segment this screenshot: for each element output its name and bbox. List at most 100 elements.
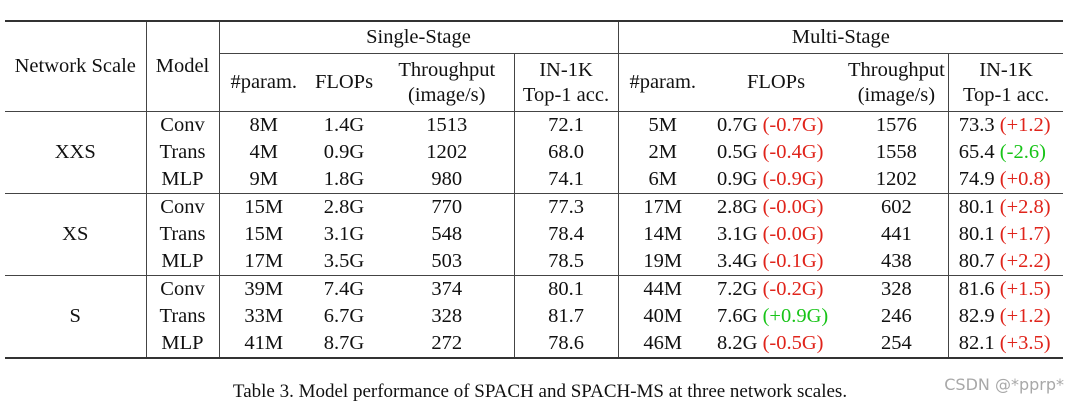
multi-flops-delta: (-0.0G) (762, 223, 824, 246)
multi-acc-delta: (+1.2) (999, 305, 1051, 328)
single-acc-cell: 68.0 (513, 139, 618, 166)
multi-acc-delta: (+0.8) (999, 168, 1051, 191)
multi-flops-cell: 3.4G (-0.1G) (707, 248, 845, 276)
multi-acc-value: 80.7 (958, 250, 995, 273)
single-acc-cell: 74.1 (513, 166, 618, 194)
single-acc-header-line1: IN-1K (539, 58, 593, 81)
multi-acc-delta: (+2.2) (999, 250, 1051, 273)
single-param-cell: 17M (218, 248, 308, 276)
multi-flops-delta: (-0.2G) (762, 278, 824, 301)
single-param-cell: 39M (218, 275, 308, 303)
multi-flops-delta: (-0.9G) (762, 168, 824, 191)
multi-throughput-cell: 438 (881, 250, 912, 273)
single-flops-cell: 1.4G (308, 111, 380, 139)
multi-flops-cell: 0.9G (-0.9G) (707, 166, 845, 194)
model-cell: Trans (145, 303, 219, 330)
single-param-cell: 8M (218, 111, 308, 139)
multi-acc-cell: 82.9 (+1.2) (947, 303, 1064, 330)
table-row: Trans 33M 6.7G 328 81.7 40M 7.6G (+0.9G) 246 82.… (5, 303, 1064, 330)
multi-throughput-cell: 1576 (845, 111, 949, 139)
multi-acc-cell: 80.1 (+2.8) (947, 193, 1064, 221)
multi-param-cell: 14M (617, 221, 707, 248)
multi-acc-value: 65.4 (958, 141, 995, 164)
table-row: XXS Conv 8M 1.4G 1513 72.1 5M 0.7G (-0.7G) 1576 7… (5, 111, 1064, 194)
multi-throughput-cell: 441 (881, 223, 912, 246)
single-stage-header: Single-Stage (218, 20, 618, 54)
single-acc-cell: 72.1 (513, 111, 618, 139)
multi-param-cell: 2M (617, 139, 707, 166)
table-row: XS Conv 15M 2.8G 770 77.3 17M 2.8G (-0.0G) 602 80… (5, 193, 1064, 276)
multi-param-cell: 17M (617, 193, 707, 221)
model-cell: MLP (145, 166, 219, 194)
multi-acc-delta: (+2.8) (999, 196, 1051, 219)
single-throughput-header-line1: Throughput (398, 58, 496, 81)
multi-param-cell: 44M (617, 275, 707, 303)
multi-flops-value: 8.2G (717, 332, 758, 355)
single-flops-cell: 0.9G (323, 141, 365, 164)
single-param-cell: 15M (218, 193, 308, 221)
multi-acc-delta: (+1.2) (999, 114, 1051, 137)
multi-flops-cell: 8.2G (-0.5G) (707, 330, 845, 359)
multi-acc-header: IN-1K Top-1 acc. (947, 53, 1064, 112)
single-param-cell: 9M (218, 166, 308, 194)
multi-flops-cell: 3.1G (-0.0G) (707, 221, 845, 248)
table-caption: Table 3. Model performance of SPACH and … (232, 381, 848, 402)
multi-acc-delta: (-2.6) (999, 141, 1046, 164)
table-row: Trans 4M 0.9G 1202 68.0 2M 0.5G (-0.4G) 1558 65.… (5, 139, 1064, 166)
table-row: MLP 9M 1.8G 980 74.1 6M 0.9G (-0.9G) 1202 74.9 (… (5, 166, 1064, 194)
multi-throughput-header-line1: Throughput (848, 58, 945, 81)
multi-acc-delta: (+3.5) (999, 332, 1051, 355)
watermark: CSDN @*pprp* (944, 375, 1064, 394)
multi-param-cell: 5M (617, 111, 707, 139)
multi-flops-cell: 7.2G (-0.2G) (707, 275, 845, 303)
multi-acc-value: 74.9 (958, 168, 995, 191)
multi-param-cell: 46M (617, 330, 707, 359)
single-throughput-cell: 770 (380, 193, 514, 221)
multi-param-cell: 6M (617, 166, 707, 194)
multi-throughput-cell: 246 (881, 305, 912, 328)
single-acc-cell: 78.4 (513, 221, 618, 248)
model-cell: MLP (145, 248, 219, 276)
single-param-cell: 4M (218, 139, 308, 166)
model-cell: Conv (145, 111, 219, 139)
table-row: MLP 17M 3.5G 503 78.5 19M 3.4G (-0.1G) 438 80.7 … (5, 248, 1064, 276)
multi-flops-delta: (-0.7G) (762, 114, 824, 137)
results-table: Network Scale Model Single-Stage Multi-S… (5, 20, 1064, 359)
single-throughput-header-line2: (image/s) (408, 83, 486, 106)
multi-acc-cell: 80.1 (+1.7) (947, 221, 1064, 248)
model-header: Model (145, 20, 219, 112)
multi-param-cell: 19M (617, 248, 707, 276)
multi-param-cell: 40M (617, 303, 707, 330)
multi-throughput-cell: 602 (845, 193, 949, 221)
multi-acc-cell: 82.1 (+3.5) (947, 330, 1064, 359)
single-flops-cell: 1.8G (323, 168, 365, 191)
network-scale-cell: XXS (5, 111, 146, 194)
single-throughput-cell: 272 (380, 330, 514, 359)
multi-flops-delta: (-0.5G) (762, 332, 824, 355)
single-param-header: #param. (218, 53, 308, 112)
multi-acc-value: 81.6 (958, 278, 995, 301)
single-throughput-cell: 374 (380, 275, 514, 303)
multi-acc-value: 80.1 (958, 196, 995, 219)
single-acc-header: IN-1K Top-1 acc. (513, 53, 618, 112)
multi-acc-value: 82.9 (958, 305, 995, 328)
multi-acc-cell: 65.4 (-2.6) (947, 139, 1064, 166)
single-throughput-cell: 548 (431, 223, 463, 246)
single-param-cell: 33M (218, 303, 308, 330)
single-param-cell: 15M (218, 221, 308, 248)
multi-flops-delta: (+0.9G) (762, 305, 829, 328)
single-throughput-cell: 1202 (426, 141, 468, 164)
multi-acc-header-line1: IN-1K (979, 58, 1033, 81)
model-cell: MLP (145, 330, 219, 359)
multi-flops-value: 0.7G (717, 114, 758, 137)
multi-acc-value: 80.1 (958, 223, 995, 246)
network-scale-cell: S (5, 275, 146, 359)
single-flops-cell: 6.7G (323, 305, 365, 328)
multi-flops-value: 7.2G (717, 278, 758, 301)
multi-flops-cell: 0.7G (-0.7G) (707, 111, 845, 139)
multi-flops-value: 3.1G (717, 223, 758, 246)
multi-acc-cell: 81.6 (+1.5) (947, 275, 1064, 303)
single-acc-cell: 80.1 (513, 275, 618, 303)
single-flops-cell: 7.4G (308, 275, 380, 303)
multi-acc-value: 82.1 (958, 332, 995, 355)
